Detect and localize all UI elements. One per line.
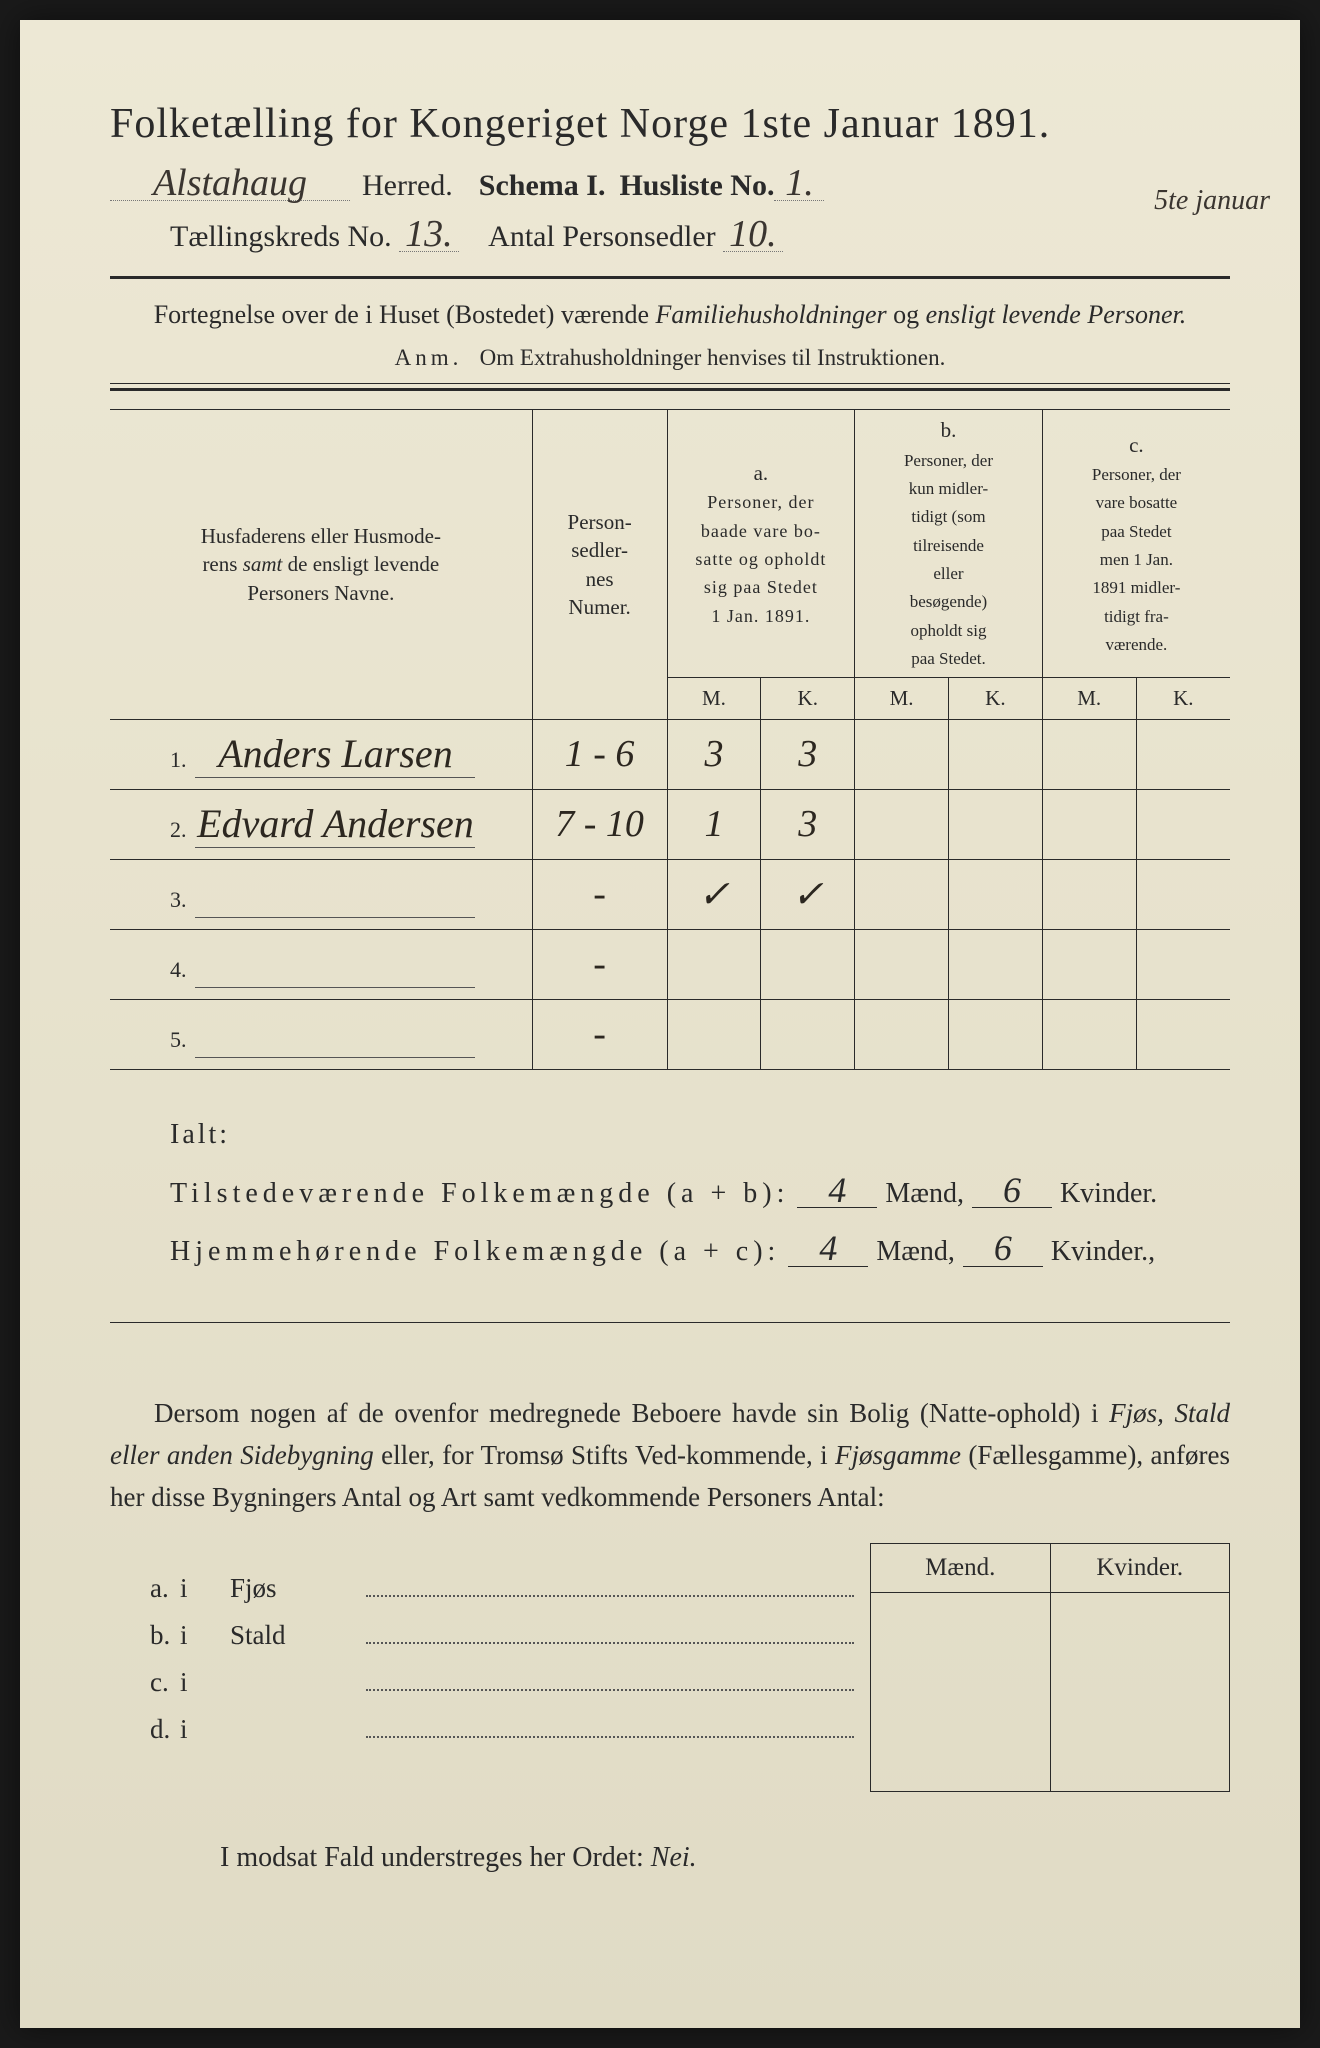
anm-prefix: Anm. — [395, 345, 463, 370]
mk-header: Mænd. Kvinder. — [870, 1543, 1230, 1592]
row-name-cell: 5. — [110, 999, 532, 1069]
census-form-page: Folketælling for Kongeriget Norge 1ste J… — [20, 20, 1300, 2028]
building-row: d.i — [110, 1714, 860, 1745]
cell-c-m — [1042, 999, 1136, 1069]
cell-c-k — [1136, 929, 1230, 999]
nei-word: Nei. — [651, 1842, 697, 1873]
cell-b-k — [948, 719, 1042, 789]
divider — [110, 383, 1230, 384]
cell-b-k — [948, 789, 1042, 859]
table-row: 1. Anders Larsen1 - 633 — [110, 719, 1230, 789]
final-line: I modsat Fald understreges her Ordet: Ne… — [110, 1842, 1230, 1874]
table-header-row: Husfaderens eller Husmode-rens samt de e… — [110, 410, 1230, 678]
antal-value: 10. — [723, 217, 783, 252]
col-c-header: c. Personer, dervare bosattepaa Stedetme… — [1042, 410, 1230, 678]
cell-a-m: 3 — [667, 719, 761, 789]
row-num-cell: - — [532, 929, 667, 999]
header-line-kreds: Tællingskreds No. 13. Antal Personsedler… — [110, 217, 1230, 254]
cell-a-m: ✓ — [667, 859, 761, 929]
totals-line-present: Tilstedeværende Folkemængde (a + b): 4 M… — [170, 1165, 1230, 1224]
antal-label: Antal Personsedler — [488, 220, 715, 253]
row-num-cell: - — [532, 859, 667, 929]
husliste-value: 1. — [774, 166, 824, 201]
col-name-header: Husfaderens eller Husmode-rens samt de e… — [110, 410, 532, 719]
husliste-label: Husliste No. — [619, 169, 774, 203]
resident-women: 6 — [963, 1231, 1043, 1266]
totals-line-resident: Hjemmehørende Folkemængde (a + c): 4 Mæn… — [170, 1223, 1230, 1282]
body-paragraph: Dersom nogen af de ovenfor medregnede Be… — [110, 1393, 1230, 1519]
page-title: Folketælling for Kongeriget Norge 1ste J… — [110, 100, 1230, 148]
building-row: b.iStald — [110, 1620, 860, 1651]
cell-b-m — [855, 789, 949, 859]
cell-b-k — [948, 859, 1042, 929]
divider — [110, 388, 1230, 391]
cell-c-m — [1042, 719, 1136, 789]
margin-date-note: 5te januar — [1154, 185, 1270, 217]
building-list: a.iFjøs b.iStald c.i d.i — [110, 1573, 860, 1745]
table-row: 2. Edvard Andersen7 - 1013 — [110, 789, 1230, 859]
anm-text: Om Extrahusholdninger henvises til Instr… — [480, 345, 946, 370]
row-name-cell: 4. — [110, 929, 532, 999]
cell-a-m: 1 — [667, 789, 761, 859]
cell-c-m — [1042, 859, 1136, 929]
col-a-header: a. Personer, derbaade vare bo-satte og o… — [667, 410, 855, 678]
totals-block: Ialt: Tilstedeværende Folkemængde (a + b… — [110, 1106, 1230, 1282]
present-men: 4 — [797, 1173, 877, 1208]
cell-c-k — [1136, 859, 1230, 929]
mk-grid — [870, 1592, 1230, 1792]
cell-a-k — [761, 929, 855, 999]
cell-a-k: 3 — [761, 719, 855, 789]
row-num-cell: 1 - 6 — [532, 719, 667, 789]
divider — [110, 1322, 1230, 1323]
row-name-cell: 2. Edvard Andersen — [110, 789, 532, 859]
cell-a-m — [667, 929, 761, 999]
table-row: 5. - — [110, 999, 1230, 1069]
cell-a-k — [761, 999, 855, 1069]
cell-c-m — [1042, 789, 1136, 859]
herred-value: Alstahaug — [110, 166, 350, 201]
row-name-cell: 1. Anders Larsen — [110, 719, 532, 789]
row-num-cell: 7 - 10 — [532, 789, 667, 859]
table-row: 3. -✓✓ — [110, 859, 1230, 929]
cell-b-m — [855, 999, 949, 1069]
cell-c-k — [1136, 999, 1230, 1069]
row-name-cell: 3. — [110, 859, 532, 929]
cell-c-k — [1136, 719, 1230, 789]
cell-b-m — [855, 929, 949, 999]
building-row: c.i — [110, 1667, 860, 1698]
row-num-cell: - — [532, 999, 667, 1069]
cell-c-k — [1136, 789, 1230, 859]
cell-b-k — [948, 929, 1042, 999]
col-b-header: b. Personer, derkun midler-tidigt (somti… — [855, 410, 1043, 678]
resident-men: 4 — [788, 1231, 868, 1266]
divider — [110, 276, 1230, 279]
cell-c-m — [1042, 929, 1136, 999]
herred-label: Herred. — [362, 169, 453, 203]
cell-b-m — [855, 859, 949, 929]
kvinder-label: Kvinder. — [1051, 1544, 1230, 1592]
cell-a-k: 3 — [761, 789, 855, 859]
present-women: 6 — [972, 1173, 1052, 1208]
annotation-line: Anm. Om Extrahusholdninger henvises til … — [110, 345, 1230, 371]
building-section: a.iFjøs b.iStald c.i d.i Mænd. Kvinder. — [110, 1543, 1230, 1792]
ialt-label: Ialt: — [170, 1106, 1230, 1165]
cell-a-k: ✓ — [761, 859, 855, 929]
maend-label: Mænd. — [871, 1544, 1051, 1592]
col-num-header: Person-sedler-nesNumer. — [532, 410, 667, 719]
building-row: a.iFjøs — [110, 1573, 860, 1604]
schema-label: Schema I. — [479, 169, 606, 203]
kreds-value: 13. — [399, 217, 459, 252]
kreds-label: Tællingskreds No. — [170, 220, 392, 253]
subtitle: Fortegnelse over de i Huset (Bostedet) v… — [110, 297, 1230, 333]
cell-b-k — [948, 999, 1042, 1069]
cell-a-m — [667, 999, 761, 1069]
header-line-herred: Alstahaug Herred. Schema I. Husliste No.… — [110, 166, 1230, 203]
table-row: 4. - — [110, 929, 1230, 999]
census-table: Husfaderens eller Husmode-rens samt de e… — [110, 409, 1230, 1069]
cell-b-m — [855, 719, 949, 789]
